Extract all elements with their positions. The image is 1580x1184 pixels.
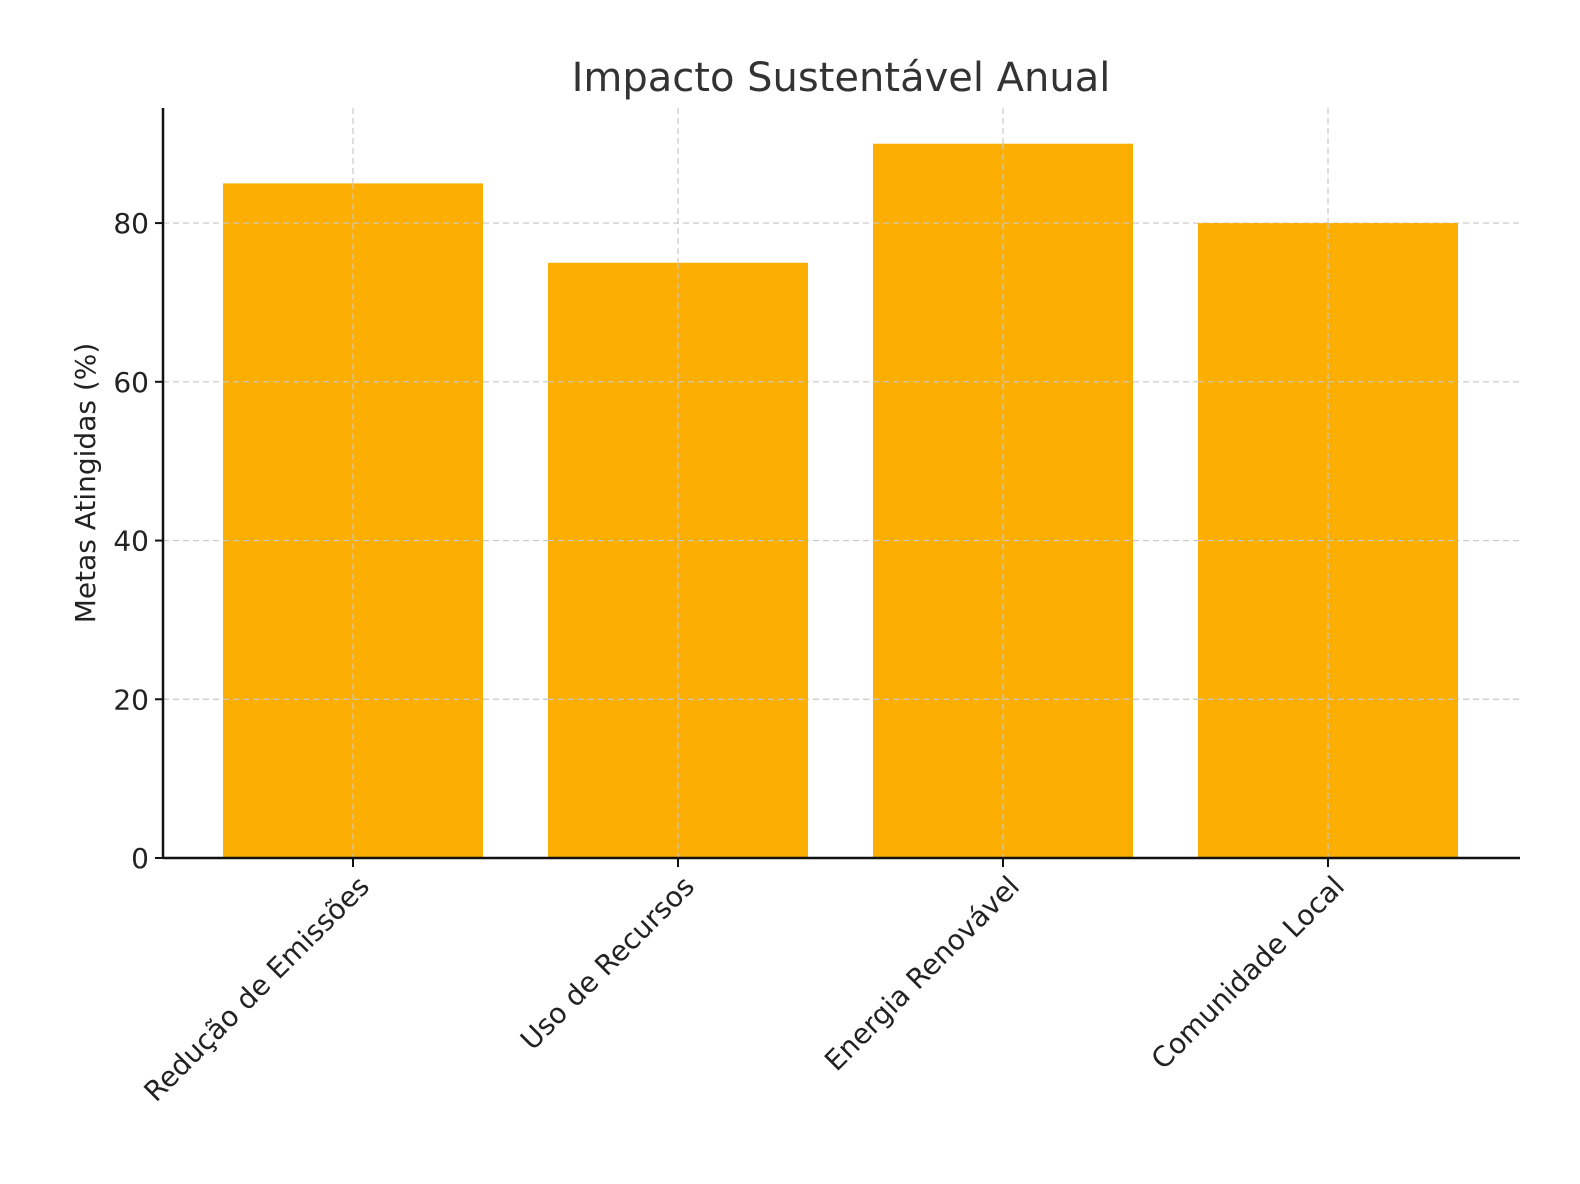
x-tick-label: Comunidade Local [1145,870,1351,1076]
x-tick-label: Energia Renovável [818,870,1026,1078]
y-ticks: 0 20 40 60 80 [113,207,163,875]
bar [873,143,1133,858]
y-tick-label: 60 [113,366,149,399]
y-tick-label: 40 [113,525,149,558]
y-tick-label: 0 [131,842,149,875]
chart-title: Impacto Sustentável Anual [572,55,1111,101]
y-axis-label: Metas Atingidas (%) [69,343,102,624]
y-tick-label: 80 [113,207,149,240]
x-ticks: Redução de Emissões Uso de Recursos Energi… [137,858,1351,1108]
bar [548,262,808,858]
bars [223,143,1458,859]
y-tick-label: 20 [113,683,149,716]
x-tick-label: Redução de Emissões [137,870,376,1109]
axes [161,108,1520,860]
x-tick-label: Uso de Recursos [514,870,701,1057]
